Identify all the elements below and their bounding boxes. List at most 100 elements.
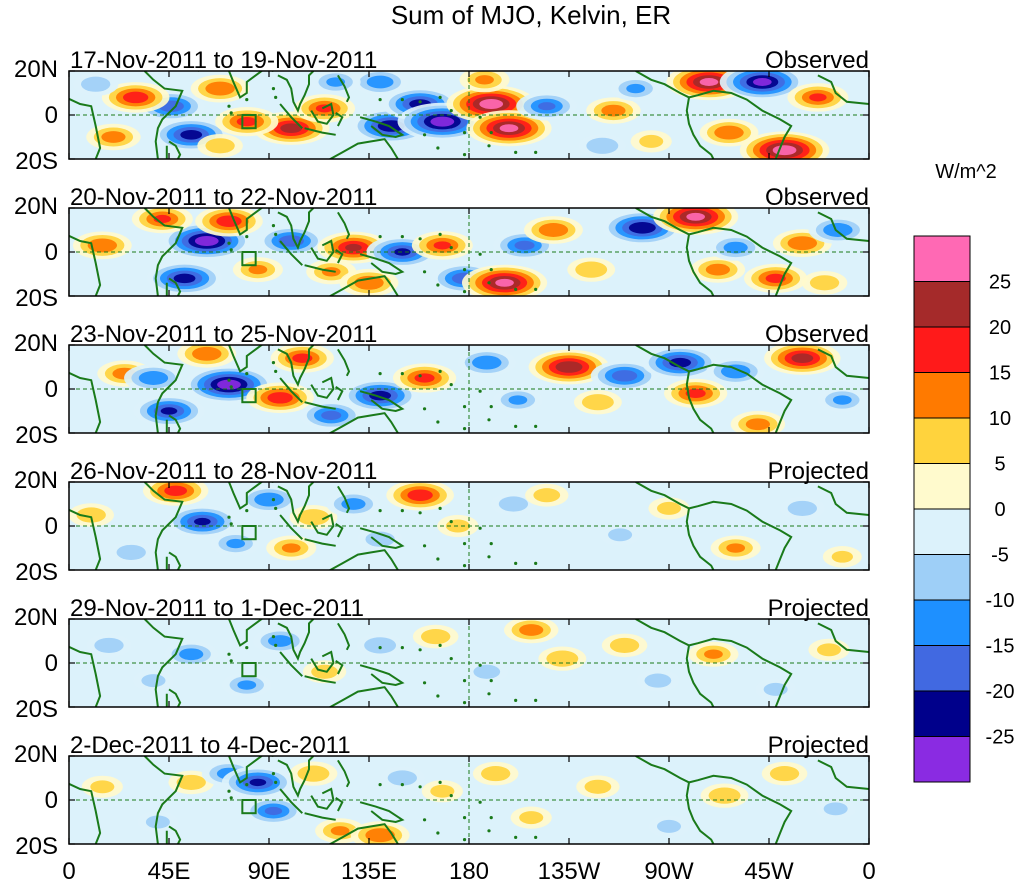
island [400,372,404,376]
anomaly-contour [479,99,504,109]
anomaly-contour [546,650,579,667]
x-tick-label: 0 [62,858,75,885]
island [514,150,518,154]
island [229,111,233,115]
island [271,224,276,228]
anomaly-contour [809,275,840,291]
y-tick-label: 20S [15,833,58,860]
coastline [310,102,335,125]
island [274,643,278,648]
y-tick-label: 20N [14,467,58,494]
coastlines [69,71,869,159]
coastline [635,482,793,570]
island [462,816,467,820]
panel-field [69,208,869,296]
island [274,506,278,510]
anomaly-contour [394,248,411,256]
island [274,369,278,373]
colorbar-tick-label: 25 [989,272,1011,294]
anomaly-contour [538,102,556,111]
y-tick-label: 0 [45,239,58,266]
panel-field [69,71,869,159]
anomaly-contour [138,371,169,385]
anomaly-contour [639,134,664,148]
coastline [328,549,399,570]
box-marker [241,251,257,267]
colorbar-tick-label: 10 [989,408,1011,430]
y-tick-label: 0 [45,376,58,403]
panel-5: 20N 0 20S 29-Nov-2011 to 1-Dec-2011 Projecte… [14,595,870,723]
coastline [279,788,304,814]
island [449,794,453,798]
coastline [328,823,399,844]
colorbar-swatch [913,372,971,419]
coastline [337,485,351,514]
island [449,520,453,524]
coastline [685,508,715,570]
anomaly-contour [685,388,706,399]
y-tick-label: 0 [45,787,58,814]
island [489,405,493,409]
coastline [279,651,304,677]
island [478,526,482,530]
anomaly-contour [832,395,852,405]
island [378,783,382,787]
anomaly-contour [430,116,455,127]
anomaly-contour [179,648,204,661]
coastline [310,376,335,399]
panel-status: Observed [765,321,869,348]
anomaly-contour [145,815,170,829]
panel-1: 20N 0 20S 17-Nov-2011 to 19-Nov-2011 Observe… [14,47,870,175]
anomaly-contour [366,75,394,89]
y-tick-label: 0 [45,650,58,677]
coastlines [69,756,869,844]
coastline [165,140,182,159]
island [418,237,422,241]
island [462,542,467,546]
coastline [337,348,351,377]
colorbar-swatch [913,235,971,282]
anomaly-contour [481,766,511,782]
coastline [279,377,304,403]
island [422,818,427,822]
coastline [197,71,274,99]
island [436,557,440,561]
coastline [277,756,315,799]
island [229,385,233,389]
island [271,635,276,639]
coastline [817,211,869,242]
coastline [304,401,336,410]
island [245,783,249,787]
island [436,694,440,698]
coastline [143,756,184,844]
anomaly-contour [791,353,814,363]
x-tick-label: 45E [148,858,191,885]
coastline [685,234,715,296]
island [400,783,404,787]
island [271,498,276,502]
colorbar-tick-label: 20 [989,317,1011,339]
colorbar-tick-label: -20 [986,681,1015,703]
colorbar-swatch [913,417,971,464]
coastlines [69,619,869,707]
island [378,235,382,239]
anomaly-contour [656,819,682,833]
anomaly-contour [176,774,206,790]
panel-field [69,482,869,570]
coastline [359,664,405,687]
coastline [685,97,715,159]
anomaly-contour [765,273,786,284]
anomaly-contour [173,273,196,284]
island [400,98,404,102]
coastlines [69,345,869,433]
anomaly-contour [519,624,544,636]
island [227,104,231,108]
island [378,98,382,102]
island [438,506,442,510]
island [534,287,538,291]
island [274,232,278,236]
coastline [165,277,182,296]
anomaly-contour [264,806,283,816]
coastline [310,650,335,673]
colorbar-swatch [913,645,971,692]
